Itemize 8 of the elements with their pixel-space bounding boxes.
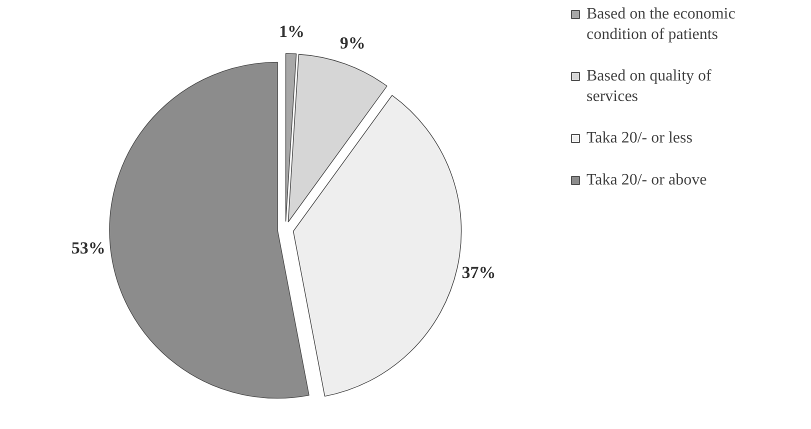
data-label: 37% (462, 263, 496, 282)
data-label: 9% (340, 34, 366, 53)
legend-label: Taka 20/- or less (586, 130, 692, 146)
data-label: 53% (71, 238, 106, 258)
data-label: 1% (278, 22, 304, 42)
legend-label: Based on the economic condition of patients (586, 6, 736, 43)
legend-label: Based on quality of services (586, 68, 712, 105)
legend-label: Taka 20/- or above (586, 172, 707, 188)
